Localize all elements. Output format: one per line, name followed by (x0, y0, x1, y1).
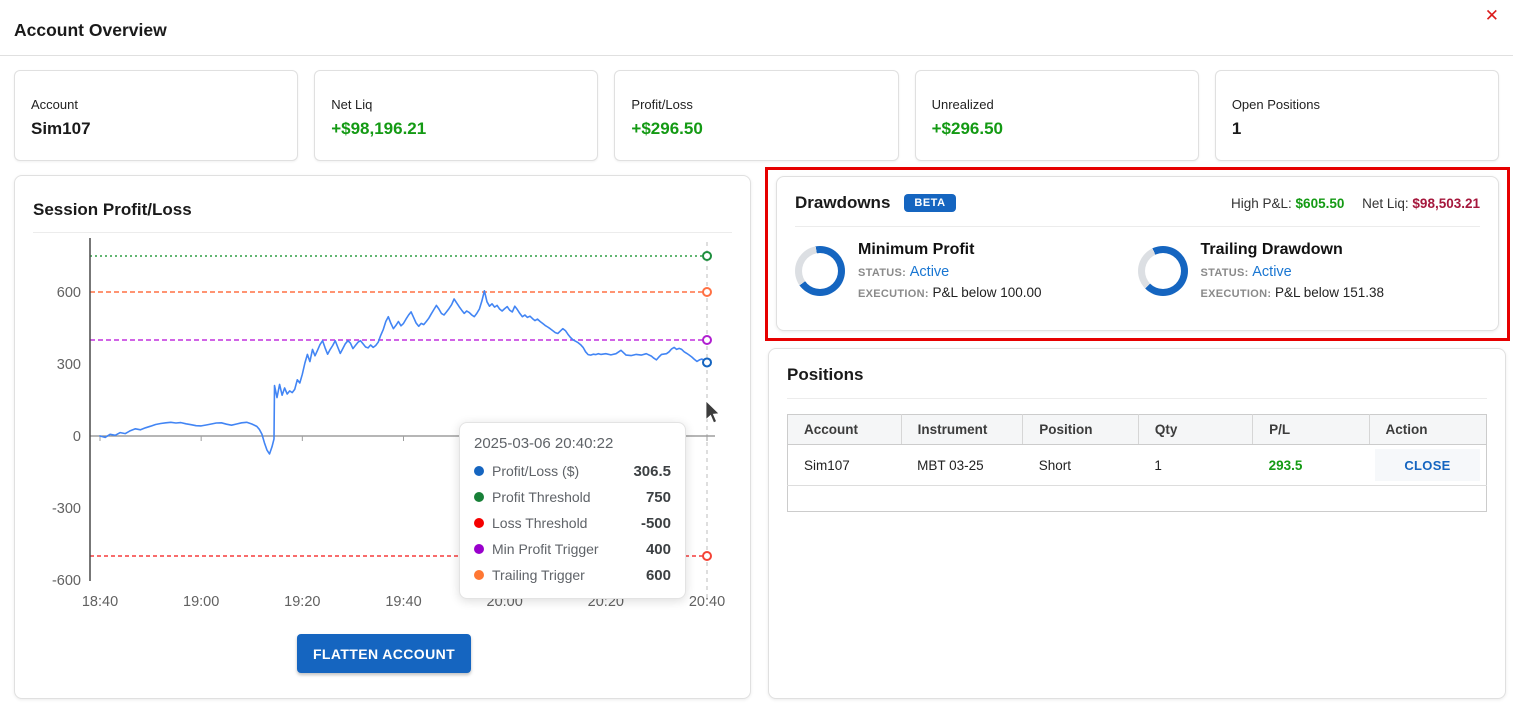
stat-card-net-liq: Net Liq +$98,196.21 (314, 70, 599, 161)
status-value: Active (1252, 264, 1292, 280)
tooltip-row: Profit Threshold 750 (474, 484, 671, 510)
high-pl-label: High P&L: (1230, 195, 1292, 211)
stat-value: +$296.50 (631, 119, 703, 138)
stat-value: +$296.50 (931, 119, 1003, 138)
page-title: Account Overview (14, 20, 167, 40)
drawdown-item-minimum-profit: Minimum Profit STATUS: Active EXECUTION:… (795, 241, 1138, 300)
tooltip-row: Profit/Loss ($) 306.5 (474, 458, 671, 484)
table-row: Sim107 MBT 03-25 Short 1 293.5 CLOSE (788, 445, 1487, 486)
stats-row: Account Sim107 Net Liq +$98,196.21 Profi… (14, 70, 1500, 161)
stat-card-profit-loss: Profit/Loss +$296.50 (614, 70, 899, 161)
svg-text:600: 600 (57, 285, 81, 301)
chart-tooltip-rows: Profit/Loss ($) 306.5 Profit Threshold 7… (474, 458, 671, 588)
column-header: Action (1368, 414, 1487, 445)
stat-value: +$98,196.21 (331, 119, 427, 138)
execution-value: P&L below 151.38 (1274, 285, 1385, 300)
stat-value: 1 (1231, 119, 1242, 138)
svg-text:18:40: 18:40 (82, 594, 118, 610)
net-liq-value: $98,503.21 (1412, 195, 1480, 211)
execution-label: EXECUTION: (858, 288, 929, 300)
beta-badge: BETA (904, 194, 956, 212)
chart-tooltip: 2025-03-06 20:40:22 Profit/Loss ($) 306.… (459, 422, 686, 599)
positions-table: Account Instrument Position Qty P/L Action Si… (787, 414, 1487, 512)
stat-label: Account (31, 97, 78, 112)
svg-text:-300: -300 (52, 501, 81, 517)
session-divider (33, 232, 732, 233)
stat-label: Net Liq (331, 97, 373, 112)
series-dot-icon (474, 570, 484, 580)
column-header: Qty (1137, 414, 1253, 445)
positions-table-body: Sim107 MBT 03-25 Short 1 293.5 CLOSE (787, 445, 1487, 512)
series-dot-icon (474, 492, 484, 502)
column-header: Account (787, 414, 902, 445)
status-label: STATUS: (858, 267, 907, 279)
stat-label: Unrealized (931, 97, 994, 112)
execution-value: P&L below 100.00 (932, 285, 1042, 300)
svg-text:19:20: 19:20 (284, 594, 320, 610)
positions-title: Positions (787, 365, 864, 384)
column-header: Position (1022, 414, 1139, 445)
progress-ring-icon (1137, 245, 1188, 296)
mouse-cursor-icon (705, 400, 720, 424)
stat-label: Profit/Loss (631, 97, 693, 112)
high-pl-value: $605.50 (1295, 195, 1345, 211)
net-liq-label: Net Liq: (1362, 195, 1409, 211)
svg-text:19:00: 19:00 (183, 594, 219, 610)
tooltip-row: Trailing Trigger 600 (474, 562, 671, 588)
drawdowns-panel: Drawdowns BETA High P&L: $605.50 Net Liq… (776, 176, 1499, 331)
tooltip-row: Min Profit Trigger 400 (474, 536, 671, 562)
drawdown-name: Trailing Drawdown (1200, 241, 1343, 258)
series-dot-icon (474, 544, 484, 554)
flatten-account-button[interactable]: FLATTEN ACCOUNT (297, 634, 471, 673)
drawdowns-header: Drawdowns BETA High P&L: $605.50 Net Liq… (795, 193, 1480, 213)
svg-text:-600: -600 (52, 573, 81, 589)
stat-card-unrealized: Unrealized +$296.50 (914, 70, 1199, 161)
svg-text:0: 0 (73, 429, 81, 445)
status-value: Active (909, 264, 950, 280)
series-dot-icon (474, 466, 484, 476)
series-dot-icon (474, 518, 484, 528)
svg-text:20:40: 20:40 (689, 594, 725, 610)
stat-value: Sim107 (31, 119, 91, 138)
close-position-button[interactable]: CLOSE (1375, 449, 1480, 481)
chart-tooltip-timestamp: 2025-03-06 20:40:22 (474, 435, 614, 452)
positions-table-header: Account Instrument Position Qty P/L Action (787, 414, 1487, 445)
column-header: P/L (1252, 414, 1370, 445)
drawdowns-title: Drawdowns (795, 193, 891, 212)
svg-text:19:40: 19:40 (385, 594, 421, 610)
drawdowns-items: Minimum Profit STATUS: Active EXECUTION:… (795, 241, 1480, 300)
stat-card-open-positions: Open Positions 1 (1214, 70, 1500, 161)
stat-card-account: Account Sim107 (14, 70, 299, 161)
close-icon[interactable]: ✕ (1484, 6, 1499, 25)
drawdown-item-trailing-drawdown: Trailing Drawdown STATUS: Active EXECUTI… (1137, 241, 1481, 300)
svg-text:300: 300 (57, 357, 81, 373)
drawdown-name: Minimum Profit (858, 241, 975, 258)
empty-table-row (787, 485, 1487, 512)
column-header: Instrument (900, 414, 1023, 445)
status-label: STATUS: (1200, 267, 1249, 279)
stat-label: Open Positions (1231, 97, 1320, 112)
drawdowns-divider (795, 226, 1480, 227)
positions-panel: Positions Account Instrument Position Qty P/… (768, 348, 1506, 699)
header-divider (0, 55, 1513, 56)
session-profit-loss-panel: Session Profit/Loss 600 300 0 -300 -600 18:40… (14, 175, 751, 699)
positions-divider (787, 398, 1487, 399)
session-panel-title: Session Profit/Loss (33, 200, 192, 219)
progress-ring-icon (795, 245, 845, 296)
drawdowns-highlight-border: Drawdowns BETA High P&L: $605.50 Net Liq… (765, 167, 1510, 341)
execution-label: EXECUTION: (1200, 288, 1272, 300)
tooltip-row: Loss Threshold -500 (474, 510, 671, 536)
drawdowns-summary: High P&L: $605.50 Net Liq: $98,503.21 (1231, 196, 1480, 211)
